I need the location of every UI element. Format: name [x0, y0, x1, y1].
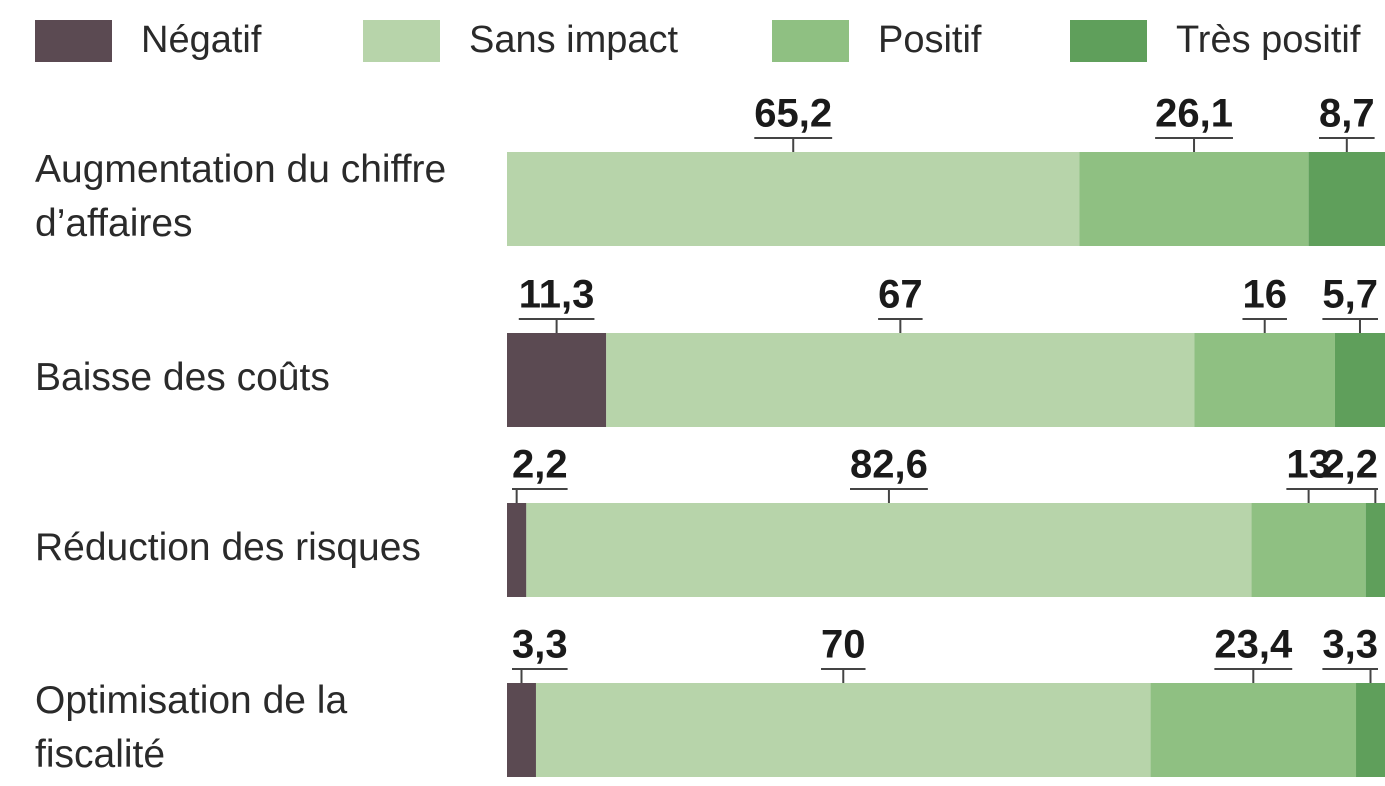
bar-segment: [1365, 503, 1385, 597]
legend-label: Négatif: [141, 19, 262, 61]
value-label: 16: [1242, 273, 1287, 317]
legend-swatch: [1070, 20, 1147, 62]
bar-segment: [507, 333, 607, 427]
category-line: d’affaires: [35, 202, 193, 245]
value-label: 23,4: [1214, 623, 1293, 667]
legend-label: Très positif: [1176, 19, 1361, 61]
legend-swatch: [772, 20, 849, 62]
category-label: Baisse des coûts: [35, 356, 330, 399]
bar-segment: [526, 503, 1252, 597]
category-line: Réduction des risques: [35, 526, 421, 569]
value-label: 2,2: [1322, 443, 1378, 487]
bar-segment: [507, 152, 1080, 246]
bar-segment: [1194, 333, 1335, 427]
value-label: 11,3: [519, 273, 595, 317]
bar-segment: [507, 683, 536, 777]
bar-segment: [535, 683, 1151, 777]
value-label: 65,2: [754, 92, 832, 136]
value-label: 3,3: [512, 623, 568, 667]
legend-swatch: [363, 20, 440, 62]
category-line: Baisse des coûts: [35, 356, 330, 399]
bar-segment: [1334, 333, 1385, 427]
bar-segment: [1356, 683, 1385, 777]
value-label: 3,3: [1322, 623, 1378, 667]
value-label: 70: [821, 623, 866, 667]
bar-segment: [1150, 683, 1357, 777]
category-label: Augmentation du chiffre d’affaires: [35, 148, 446, 245]
category-line: fiscalité: [35, 733, 165, 776]
bar-segment: [1079, 152, 1309, 246]
bar-segment: [1308, 152, 1385, 246]
category-line: Augmentation du chiffre: [35, 148, 446, 191]
bar-segment: [606, 333, 1195, 427]
legend-label: Positif: [878, 19, 982, 61]
value-label: 67: [878, 273, 923, 317]
legend-label: Sans impact: [469, 19, 679, 61]
category-label: Optimisation de la fiscalité: [35, 679, 347, 776]
value-label: 5,7: [1322, 273, 1378, 317]
legend-swatch: [35, 20, 112, 62]
value-label: 13: [1286, 443, 1331, 487]
value-label: 26,1: [1155, 92, 1233, 136]
category-line: Optimisation de la: [35, 679, 347, 722]
value-label: 82,6: [850, 443, 928, 487]
bar-segment: [507, 503, 527, 597]
category-label: Réduction des risques: [35, 526, 421, 569]
value-label: 8,7: [1319, 92, 1375, 136]
bar-segment: [1251, 503, 1366, 597]
value-label: 2,2: [512, 443, 568, 487]
